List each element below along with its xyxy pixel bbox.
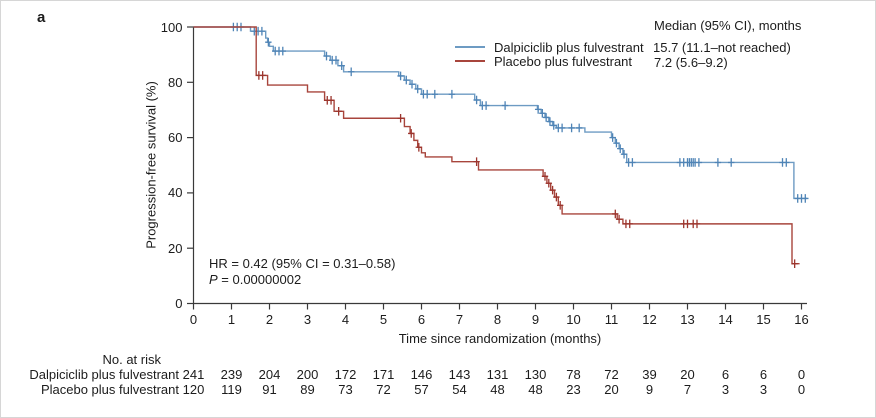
risk-count: 241: [182, 367, 205, 382]
x-tick-label: 3: [303, 312, 312, 327]
risk-count: 7: [683, 382, 692, 397]
x-axis-title: Time since randomization (months): [398, 331, 602, 346]
risk-count: 131: [486, 367, 509, 382]
x-tick-label: 12: [642, 312, 657, 327]
censor-marks-placebo: [255, 71, 798, 268]
risk-count: 171: [372, 367, 395, 382]
risk-count: 20: [680, 367, 695, 382]
risk-count: 39: [642, 367, 657, 382]
x-tick-label: 7: [455, 312, 464, 327]
p-value-text: P = 0.00000002: [209, 272, 301, 287]
risk-count: 3: [721, 382, 730, 397]
risk-count: 130: [524, 367, 547, 382]
risk-count: 57: [414, 382, 429, 397]
risk-count: 72: [604, 367, 619, 382]
legend-median-dalpiciclib: 15.7 (11.1–not reached): [653, 40, 791, 55]
y-tick-label: 40: [168, 185, 183, 201]
x-tick-label: 0: [189, 312, 198, 327]
y-tick-label: 0: [175, 296, 183, 311]
y-axis-title: Progression-free survival (%): [143, 81, 159, 249]
y-tick-label: 20: [168, 240, 183, 256]
x-tick-label: 9: [531, 312, 540, 327]
x-tick-label: 2: [265, 312, 274, 327]
y-tick-label: 60: [168, 130, 183, 146]
x-tick-label: 10: [566, 312, 581, 327]
risk-count: 48: [528, 382, 543, 397]
x-tick-label: 15: [756, 312, 771, 327]
legend-median-placebo: 7.2 (5.6–9.2): [654, 55, 728, 70]
risk-count: 48: [490, 382, 505, 397]
risk-count: 9: [645, 382, 654, 397]
p-symbol: P: [209, 272, 218, 287]
risk-row-label-placebo: Placebo plus fulvestrant: [40, 382, 179, 397]
risk-count: 73: [338, 382, 353, 397]
risk-table-title: No. at risk: [102, 352, 161, 367]
risk-count: 204: [258, 367, 281, 382]
risk-count: 0: [797, 367, 806, 382]
risk-count: 91: [262, 382, 277, 397]
x-tick-label: 13: [680, 312, 695, 327]
risk-count: 119: [221, 382, 242, 397]
x-tick-label: 14: [718, 312, 733, 327]
panel-label: a: [37, 9, 46, 26]
legend-median-header: Median (95% CI), months: [654, 18, 802, 33]
risk-count: 143: [448, 367, 471, 382]
risk-count: 78: [566, 367, 581, 382]
risk-count: 3: [759, 382, 768, 397]
risk-count: 120: [182, 382, 205, 397]
risk-count: 89: [300, 382, 315, 397]
survival-curve-placebo: [193, 26, 800, 265]
legend-line-placebo: [455, 60, 485, 62]
survival-curve-dalpiciclib: [193, 26, 808, 200]
risk-count: 146: [410, 367, 433, 382]
risk-count: 6: [759, 367, 768, 382]
risk-row-label-dalpiciclib: Dalpiciclib plus fulvestrant: [29, 367, 179, 382]
x-tick-label: 8: [493, 312, 502, 327]
risk-count: 54: [452, 382, 467, 397]
x-tick-label: 16: [794, 312, 809, 327]
p-value: = 0.00000002: [217, 272, 302, 287]
legend-label-dalpiciclib: Dalpiciclib plus fulvestrant: [494, 40, 644, 55]
legend-line-dalpiciclib: [455, 46, 485, 48]
x-tick-label: 5: [379, 312, 388, 327]
risk-count: 72: [376, 382, 391, 397]
x-tick-label: 11: [604, 312, 619, 327]
legend-label-placebo: Placebo plus fulvestrant: [494, 54, 633, 69]
risk-count: 0: [797, 382, 806, 397]
risk-count: 239: [220, 367, 243, 382]
y-tick-label: 80: [168, 74, 183, 90]
risk-count: 200: [296, 367, 319, 382]
x-tick-label: 4: [341, 312, 350, 327]
risk-count: 20: [604, 382, 619, 397]
y-tick-label: 100: [160, 19, 183, 35]
risk-count: 172: [334, 367, 357, 382]
x-tick-label: 1: [227, 312, 236, 327]
risk-count: 23: [566, 382, 581, 397]
x-tick-label: 6: [417, 312, 426, 327]
hr-text: HR = 0.42 (95% CI = 0.31–0.58): [209, 256, 396, 271]
risk-count: 6: [721, 367, 730, 382]
